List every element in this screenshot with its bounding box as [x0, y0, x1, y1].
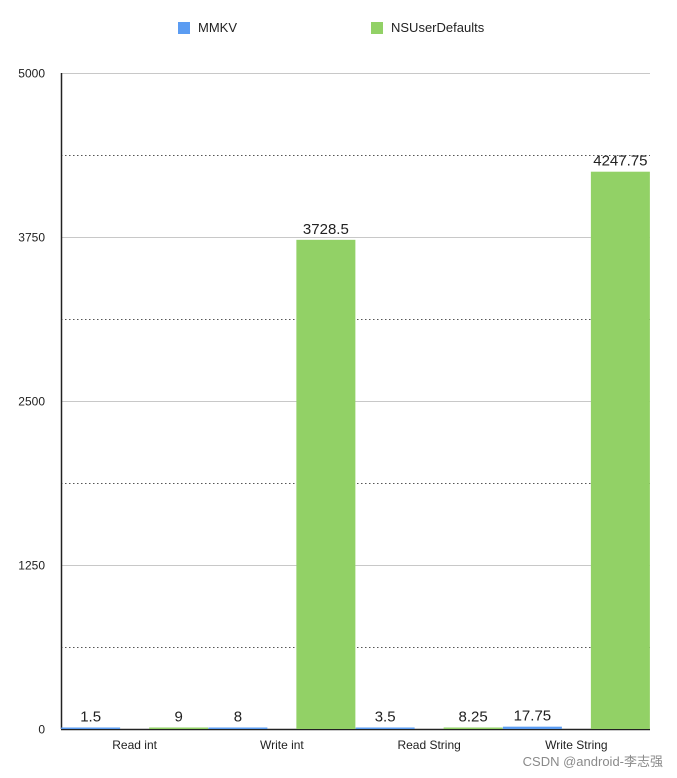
- data-label-nsuserdefaults-1: 3728.5: [303, 221, 349, 238]
- x-tick-label-1: Write int: [260, 738, 304, 752]
- data-label-mmkv-2: 3.5: [375, 709, 396, 726]
- bar-mmkv-2: [355, 727, 415, 729]
- data-label-mmkv-1: 8: [234, 709, 242, 726]
- legend-item-mmkv: MMKV: [178, 20, 237, 35]
- data-label-nsuserdefaults-2: 8.25: [459, 709, 488, 726]
- watermark: CSDN @android-李志强: [522, 754, 663, 769]
- legend-item-nsuserdefaults: NSUserDefaults: [371, 20, 484, 35]
- bar-nsuserdefaults-2: [443, 727, 503, 729]
- bar-mmkv-0: [61, 727, 121, 729]
- bar-nsuserdefaults-0: [149, 727, 209, 729]
- bar-nsuserdefaults-3: [590, 171, 650, 730]
- x-tick-label-3: Write String: [545, 738, 607, 752]
- bar-nsuserdefaults-1: [296, 239, 356, 729]
- x-tick-label-0: Read int: [112, 738, 157, 752]
- legend-swatch-nsuserdefaults: [371, 21, 383, 34]
- y-tick-label-4: 5000: [18, 67, 45, 81]
- bar-mmkv-1: [208, 727, 268, 729]
- legend-label-mmkv: MMKV: [198, 20, 237, 35]
- y-tick-label-2: 2500: [18, 395, 45, 409]
- y-tick-label-3: 3750: [18, 231, 45, 245]
- x-tick-label-2: Read String: [397, 738, 460, 752]
- data-label-nsuserdefaults-3: 4247.75: [593, 153, 647, 170]
- data-label-nsuserdefaults-0: 9: [174, 709, 182, 726]
- data-label-mmkv-0: 1.5: [80, 709, 101, 726]
- data-label-mmkv-3: 17.75: [514, 708, 552, 725]
- legend-swatch-mmkv: [178, 21, 190, 34]
- y-tick-label-1: 1250: [18, 559, 45, 573]
- legend: MMKV NSUserDefaults: [0, 20, 677, 42]
- y-tick-label-0: 0: [38, 723, 45, 737]
- legend-label-nsuserdefaults: NSUserDefaults: [391, 20, 485, 35]
- bar-mmkv-3: [502, 726, 562, 729]
